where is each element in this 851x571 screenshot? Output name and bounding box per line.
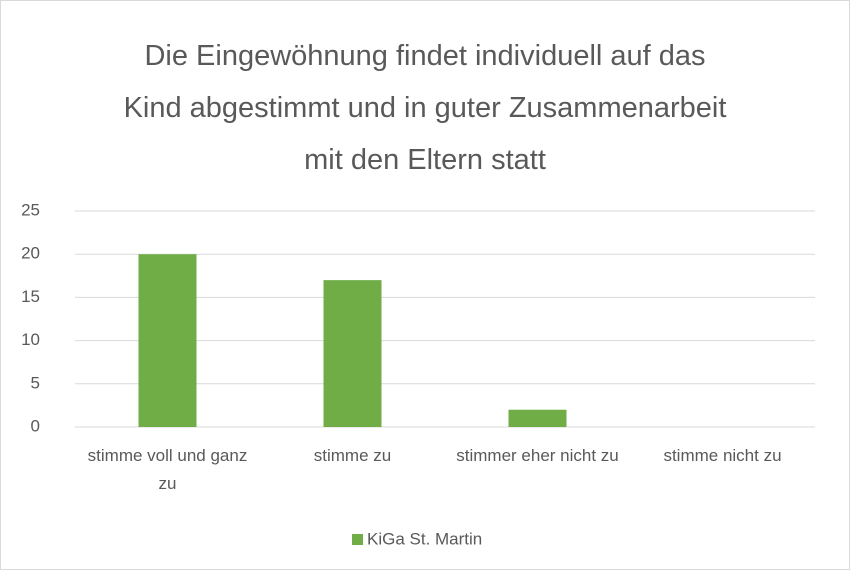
legend-label: KiGa St. Martin xyxy=(367,529,482,548)
x-tick-label: stimme nicht zu xyxy=(663,446,782,465)
bar xyxy=(323,280,382,427)
y-tick-label: 20 xyxy=(21,244,40,263)
bar xyxy=(138,254,197,427)
y-tick-label: 10 xyxy=(21,330,40,349)
x-tick-label: stimme voll und ganz zu xyxy=(87,446,248,493)
y-tick-label: 25 xyxy=(21,200,40,219)
y-tick-label: 5 xyxy=(31,373,40,392)
chart-title: Die Eingewöhnung findet individuell auf … xyxy=(123,40,727,176)
legend-swatch xyxy=(352,534,363,545)
bar xyxy=(508,409,567,427)
y-tick-label: 15 xyxy=(21,287,40,306)
x-tick-label: stimmer eher nicht zu xyxy=(456,446,619,465)
x-tick-label: stimme zu xyxy=(313,446,392,465)
y-tick-label: 0 xyxy=(31,416,40,435)
